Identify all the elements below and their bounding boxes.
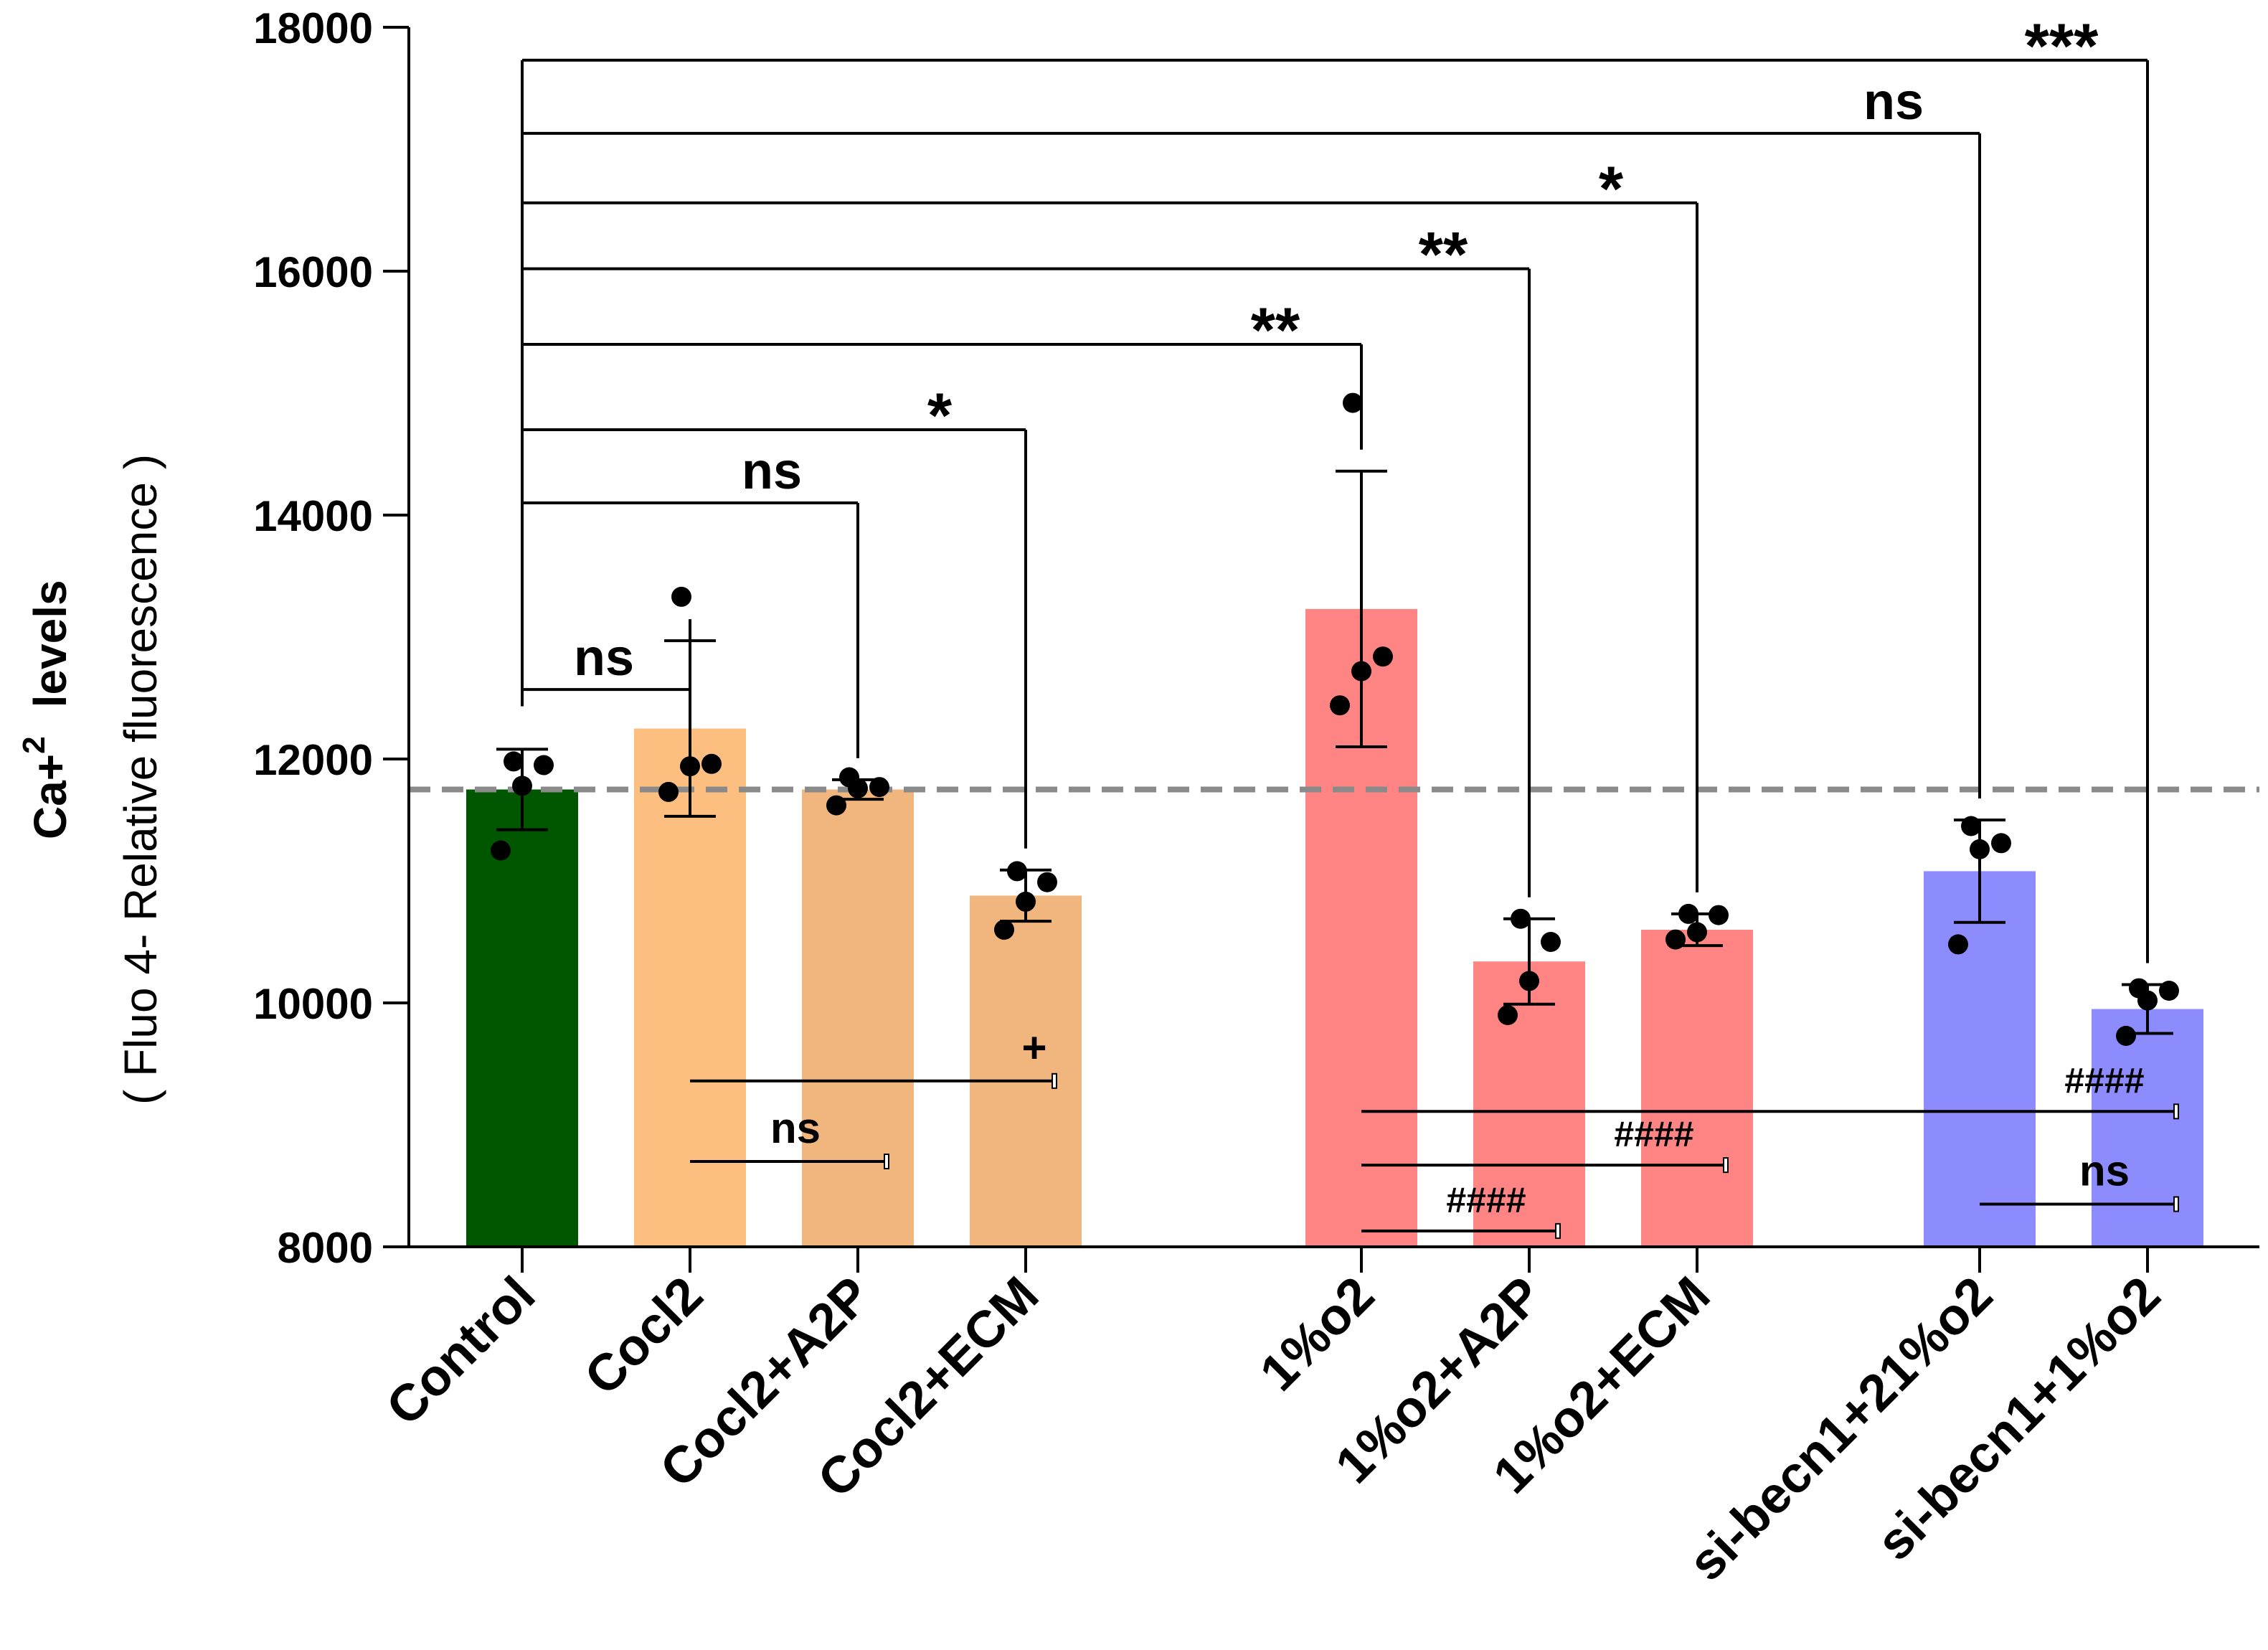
y-tick-label-3: 14000: [253, 492, 373, 540]
bar-8: [2092, 1009, 2203, 1247]
data-point-2-3: [839, 767, 859, 788]
data-point-0-0: [491, 840, 511, 861]
data-point-0-2: [534, 755, 554, 776]
data-point-7-0: [1948, 934, 1968, 955]
data-point-8-3: [2129, 978, 2149, 999]
bar-0: [466, 789, 578, 1247]
y-tick-label-4: 16000: [253, 248, 373, 296]
data-point-4-1: [1351, 661, 1371, 682]
bracket-label-0: ns: [574, 629, 634, 687]
bar-6: [1641, 930, 1753, 1247]
bracket-label-7: ***: [2025, 10, 2099, 81]
data-point-3-1: [1016, 891, 1036, 912]
data-point-7-2: [1991, 833, 2011, 854]
data-point-4-0: [1330, 695, 1350, 716]
data-point-4-3: [1343, 392, 1363, 413]
data-point-2-0: [826, 795, 846, 816]
y-axis-label: Ca+2levels ( Fluo 4- Relative fluorescen…: [16, 454, 166, 1105]
comparison-label-5: ns: [2079, 1147, 2130, 1195]
data-point-7-1: [1970, 839, 1990, 859]
data-point-6-0: [1665, 929, 1686, 950]
data-point-4-2: [1373, 646, 1393, 667]
comparison-end-4: [1555, 1222, 1561, 1239]
bracket-label-5: *: [1599, 153, 1624, 224]
comparison-end-3: [1723, 1157, 1729, 1174]
data-point-5-0: [1498, 1005, 1518, 1025]
bar-2: [802, 789, 914, 1247]
y-axis-label-sub: ( Fluo 4- Relative fluorescence ): [115, 454, 166, 1105]
x-tick-label-7: si-becn1+21%o2: [1678, 1266, 2003, 1592]
bracket-label-4: **: [1419, 219, 1468, 290]
bar-3: [970, 895, 1082, 1247]
bracket-label-3: **: [1251, 294, 1300, 365]
data-point-1-0: [658, 781, 679, 802]
bracket-label-6: ns: [1863, 73, 1924, 131]
comparison-end-5: [2173, 1196, 2179, 1212]
x-tick-label-0: Control: [376, 1266, 547, 1437]
y-tick-label-5: 18000: [253, 4, 373, 52]
bracket-label-1: ns: [742, 443, 802, 500]
data-point-6-2: [1709, 905, 1729, 925]
y-tick-label-0: 8000: [278, 1224, 373, 1272]
comparison-label-3: ####: [1614, 1114, 1693, 1154]
data-point-1-1: [680, 756, 700, 777]
bracket-label-2: *: [927, 380, 953, 451]
data-point-8-2: [2159, 981, 2179, 1001]
data-point-6-3: [1678, 903, 1698, 924]
data-point-3-0: [994, 920, 1014, 940]
data-point-1-3: [671, 586, 691, 607]
y-tick-label-1: 10000: [253, 980, 373, 1028]
bar-5: [1473, 961, 1585, 1247]
x-tick-label-8: si-becn1+1%o2: [1866, 1266, 2171, 1572]
data-point-5-1: [1519, 971, 1539, 991]
data-point-8-0: [2116, 1025, 2136, 1046]
data-point-5-3: [1511, 908, 1531, 929]
data-point-3-3: [1007, 861, 1027, 882]
bar-7: [1924, 871, 2036, 1247]
comparison-end-1: [884, 1154, 889, 1169]
plot-area: nsns******ns***+ns############ns80001000…: [253, 4, 2259, 1592]
comparison-end-0: [1052, 1072, 1057, 1089]
data-point-0-3: [504, 751, 524, 772]
data-point-1-2: [701, 753, 722, 774]
data-point-7-3: [1961, 816, 1981, 836]
y-axis-label-main: Ca+2levels: [16, 580, 76, 839]
y-tick-label-2: 12000: [253, 736, 373, 784]
comparison-label-0: +: [1021, 1024, 1046, 1072]
data-point-5-2: [1541, 932, 1561, 952]
data-point-0-1: [512, 776, 532, 796]
data-point-6-1: [1687, 922, 1707, 943]
comparison-label-2: ####: [2064, 1060, 2144, 1100]
comparison-label-1: ns: [770, 1104, 821, 1152]
comparison-label-4: ####: [1446, 1180, 1526, 1220]
x-tick-label-1: Cocl2: [574, 1266, 714, 1406]
x-tick-label-4: 1%o2: [1249, 1266, 1386, 1402]
data-point-3-2: [1037, 872, 1057, 892]
data-point-2-2: [869, 777, 889, 798]
comparison-end-2: [2173, 1103, 2179, 1120]
